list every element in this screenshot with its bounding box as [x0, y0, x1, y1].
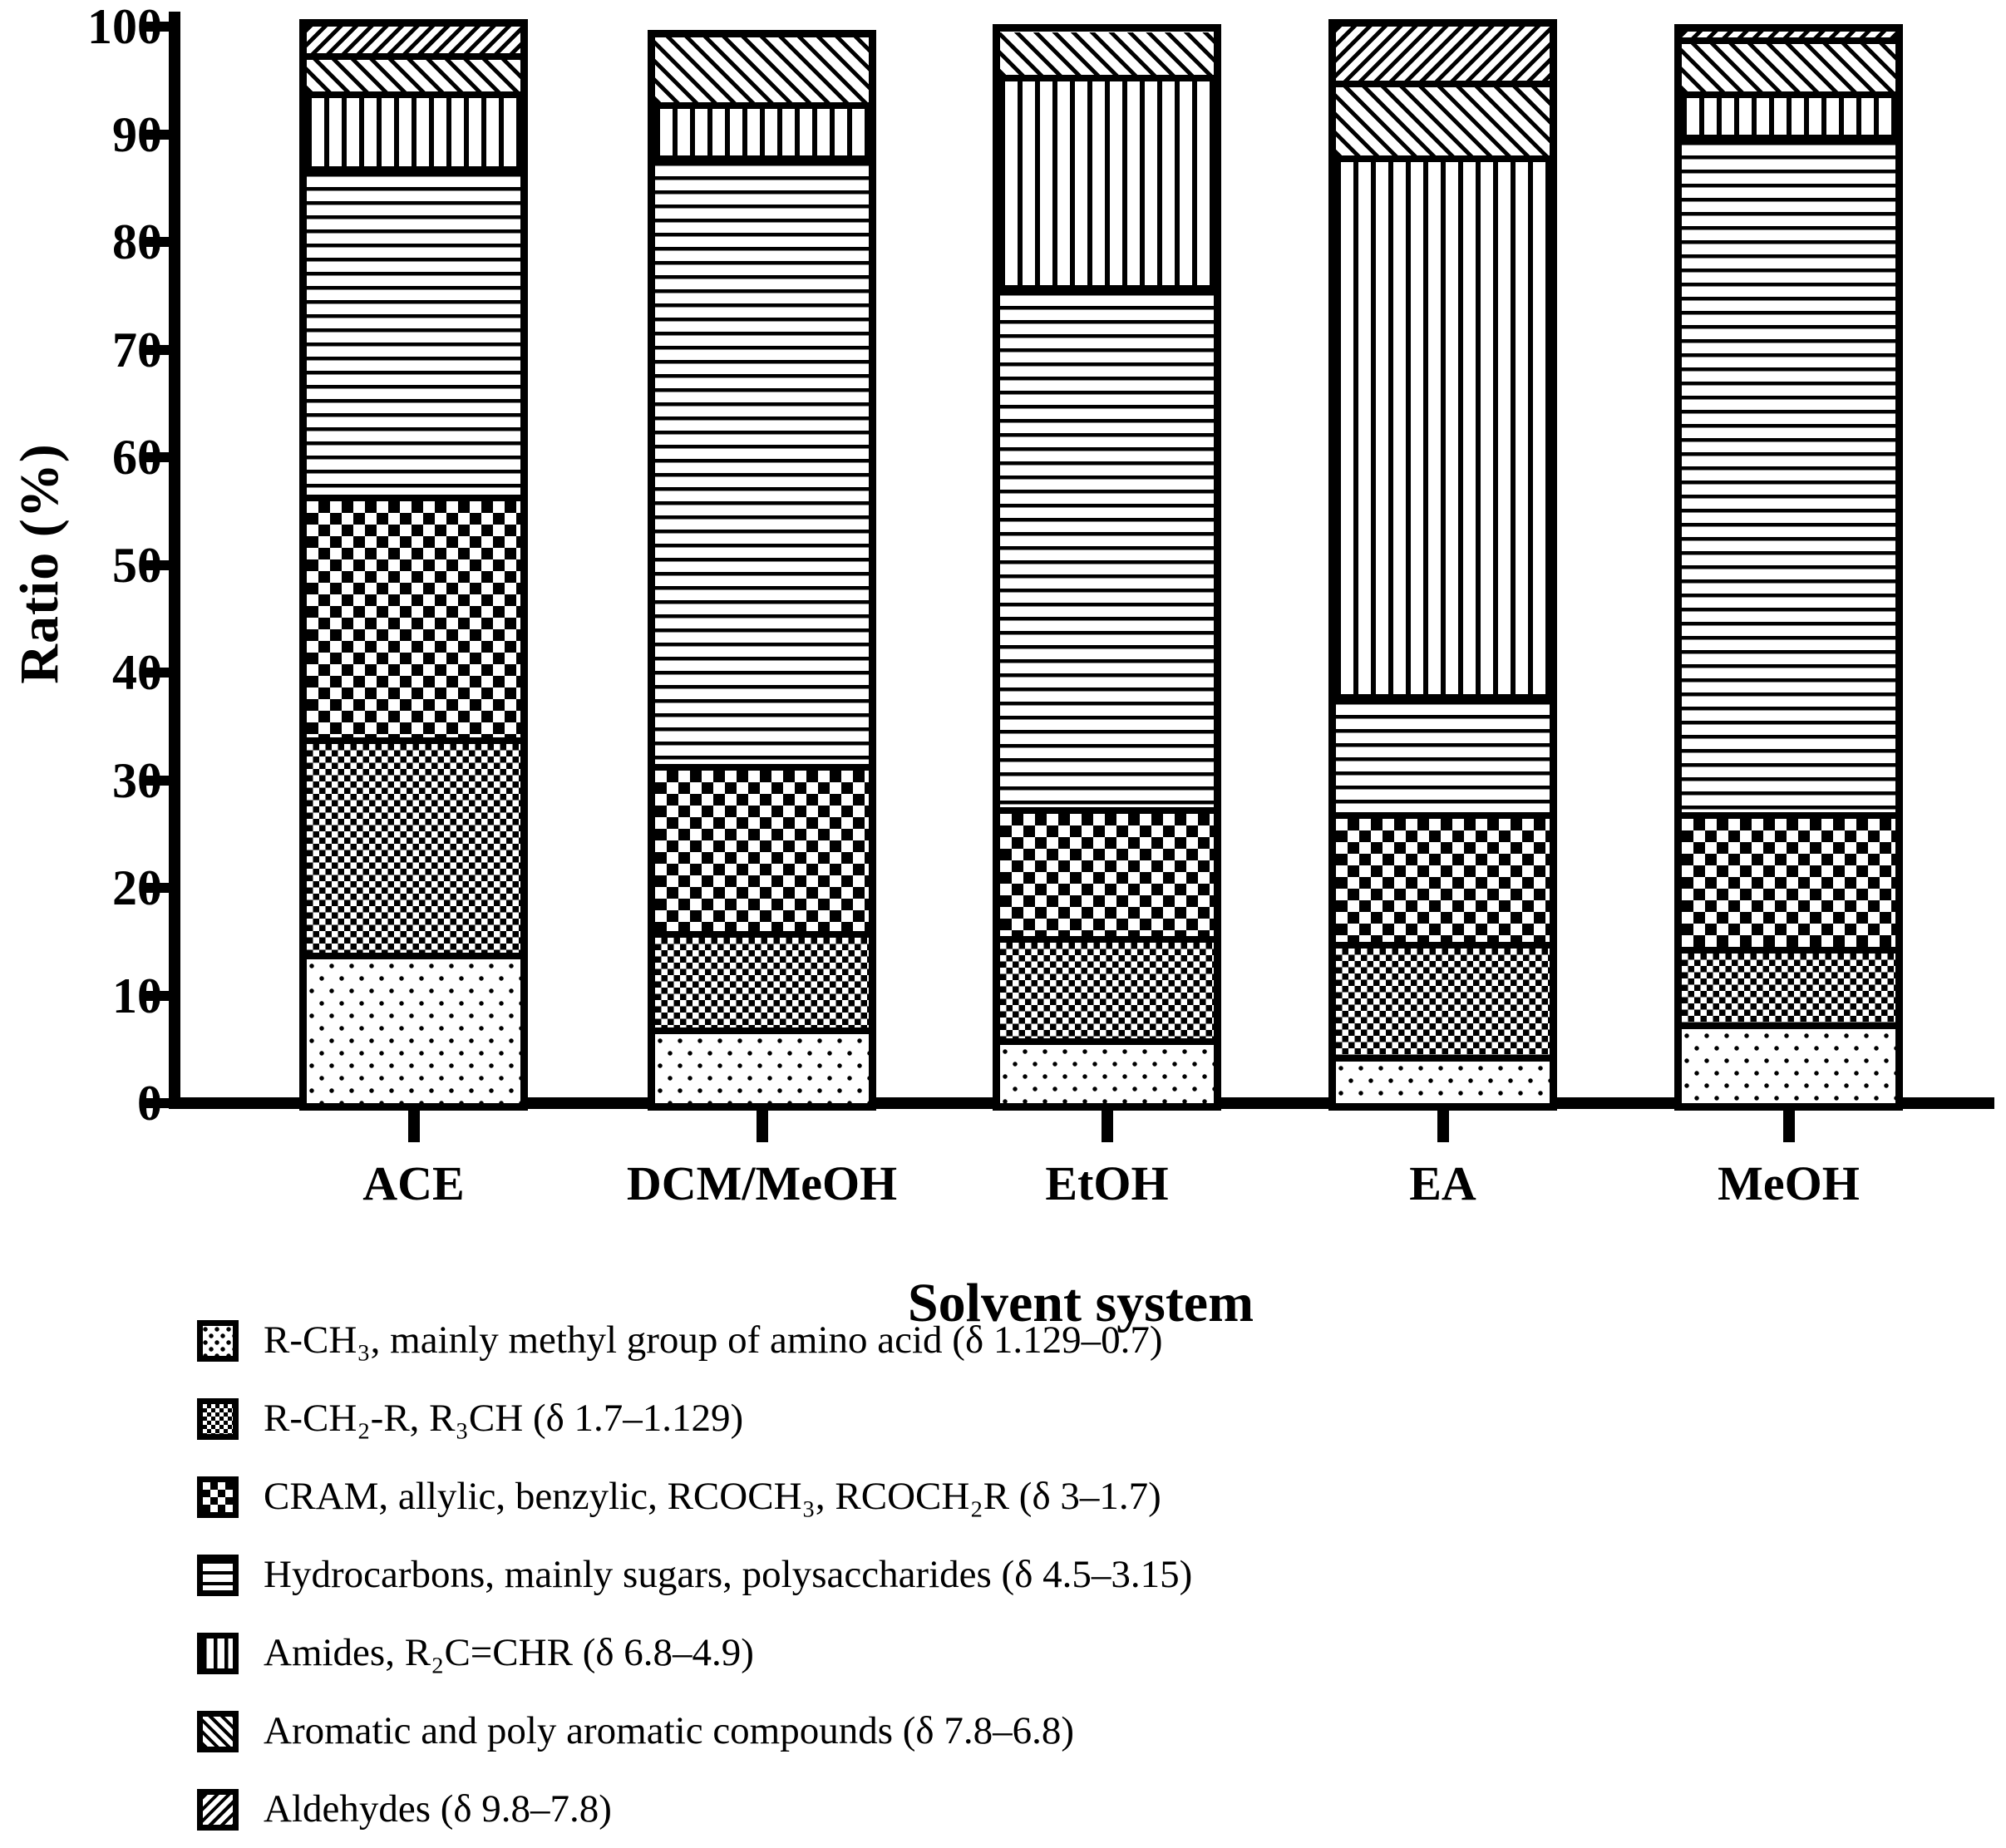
y-tick-mark: [141, 559, 171, 570]
category-label-ace: ACE: [362, 1156, 465, 1210]
bar-segment-series-0: [655, 1027, 869, 1103]
bar-ea: [1328, 19, 1557, 1111]
y-tick-mark: [141, 237, 171, 247]
bar-segment-series-3: [655, 155, 869, 765]
bar-ace: [299, 19, 528, 1111]
bar-segment-series-5: [307, 53, 520, 91]
bar-segment-series-0: [1336, 1054, 1550, 1103]
y-tick-mark: [141, 668, 171, 678]
legend-row-5: Aromatic and poly aromatic compounds (δ …: [197, 1709, 1192, 1753]
y-tick-label: 70: [112, 322, 162, 377]
y-tick-mark: [141, 883, 171, 893]
legend-row-3: Hydrocarbons, mainly sugars, polysacchar…: [197, 1553, 1193, 1597]
bar-segment-series-2: [1336, 812, 1550, 942]
y-tick-mark: [141, 990, 171, 1001]
legend-label-2: CRAM, allylic, benzylic, RCOCH₃, RCOCH₂R…: [264, 1475, 1161, 1519]
bar-segment-series-6: [1336, 27, 1550, 81]
legend-swatch-diag-forward-icon: [197, 1711, 239, 1752]
x-tick-mark: [407, 1109, 420, 1142]
y-axis-line: [169, 12, 180, 1109]
bar-etoh: [993, 24, 1221, 1111]
legend-swatch-checker-coarse-icon: [197, 1476, 239, 1518]
bar-segment-series-0: [307, 952, 520, 1103]
legend-swatch-dots-icon: [197, 1320, 239, 1362]
y-tick-mark: [141, 775, 171, 786]
y-tick-label: 30: [112, 752, 162, 808]
bar-segment-series-1: [1682, 947, 1895, 1023]
bar-segment-series-2: [1000, 806, 1214, 937]
bar-segment-series-6: [307, 27, 520, 54]
legend-row-2: CRAM, allylic, benzylic, RCOCH₃, RCOCH₂R…: [197, 1476, 1192, 1518]
legend-label-1: R-CH₂-R, R₃CH (δ 1.7–1.129): [264, 1397, 744, 1441]
bar-segment-series-4: [1682, 91, 1895, 135]
x-axis-title: Solvent system: [907, 1273, 1254, 1333]
bar-segment-series-5: [1682, 37, 1895, 91]
legend-swatch-diag-back-icon: [197, 1789, 239, 1831]
bar-segment-series-4: [1336, 155, 1550, 694]
y-tick-label: 100: [87, 0, 162, 54]
legend-swatch-vlines-icon: [197, 1633, 239, 1674]
bar-segment-series-5: [1336, 80, 1550, 156]
y-tick-label: 80: [112, 214, 162, 269]
x-tick-mark: [1101, 1109, 1113, 1142]
y-tick-label: 0: [137, 1076, 162, 1131]
bar-segment-series-4: [655, 101, 869, 156]
y-tick-mark: [141, 1098, 171, 1108]
bar-segment-series-3: [1682, 134, 1895, 813]
category-label-dcm-meoh: DCM/MeOH: [626, 1156, 898, 1210]
legend-swatch-hlines-icon: [197, 1555, 239, 1596]
legend-swatch-checker-fine-icon: [197, 1398, 239, 1440]
legend-row-0: R-CH₃, mainly methyl group of amino acid…: [197, 1318, 1192, 1363]
bar-segment-series-0: [1682, 1022, 1895, 1103]
legend-row-4: Amides, R₂C=CHR (δ 6.8–4.9): [197, 1631, 1192, 1675]
y-tick-label: 40: [112, 645, 162, 700]
x-tick-mark: [1782, 1109, 1795, 1142]
x-tick-mark: [756, 1109, 768, 1142]
bar-segment-series-3: [1336, 693, 1550, 813]
bar-segment-series-1: [1000, 936, 1214, 1039]
category-label-meoh: MeOH: [1718, 1156, 1860, 1210]
bar-segment-series-2: [655, 764, 869, 931]
y-tick-label: 60: [112, 430, 162, 485]
bar-meoh: [1674, 24, 1903, 1111]
y-tick-label: 10: [112, 968, 162, 1023]
bar-segment-series-2: [307, 495, 520, 737]
y-tick-mark: [141, 344, 171, 355]
y-axis-title: Ratio (%): [9, 443, 70, 684]
y-tick-mark: [141, 129, 171, 140]
y-tick-label: 20: [112, 860, 162, 915]
legend-label-6: Aldehydes (δ 9.8–7.8): [264, 1787, 612, 1831]
bar-segment-series-1: [307, 737, 520, 953]
legend-label-5: Aromatic and poly aromatic compounds (δ …: [264, 1709, 1074, 1753]
bar-segment-series-2: [1682, 812, 1895, 948]
y-tick-mark: [141, 452, 171, 462]
y-tick-label: 90: [112, 106, 162, 162]
legend-row-1: R-CH₂-R, R₃CH (δ 1.7–1.129): [197, 1397, 1192, 1441]
bar-segment-series-1: [655, 930, 869, 1028]
bar-segment-series-1: [1336, 941, 1550, 1055]
legend-label-3: Hydrocarbons, mainly sugars, polysacchar…: [264, 1553, 1193, 1597]
legend-label-0: R-CH₃, mainly methyl group of amino acid…: [264, 1318, 1163, 1363]
category-label-etoh: EtOH: [1045, 1156, 1169, 1210]
bar-dcm-meoh: [648, 29, 876, 1111]
bar-segment-series-3: [1000, 284, 1214, 807]
legend-row-6: Aldehydes (δ 9.8–7.8): [197, 1787, 1192, 1831]
legend-label-4: Amides, R₂C=CHR (δ 6.8–4.9): [264, 1631, 754, 1675]
y-tick-label: 50: [112, 537, 162, 593]
bar-segment-series-5: [1000, 32, 1214, 76]
y-tick-mark: [141, 22, 171, 32]
bar-segment-series-5: [655, 37, 869, 102]
bar-segment-series-0: [1000, 1038, 1214, 1103]
category-label-ea: EA: [1409, 1156, 1476, 1210]
bar-segment-series-4: [1000, 75, 1214, 285]
bar-segment-series-3: [307, 166, 520, 495]
legend: R-CH₃, mainly methyl group of amino acid…: [197, 1318, 1193, 1831]
bar-segment-series-6: [1682, 32, 1895, 37]
bar-segment-series-4: [307, 91, 520, 167]
x-tick-mark: [1437, 1109, 1449, 1142]
